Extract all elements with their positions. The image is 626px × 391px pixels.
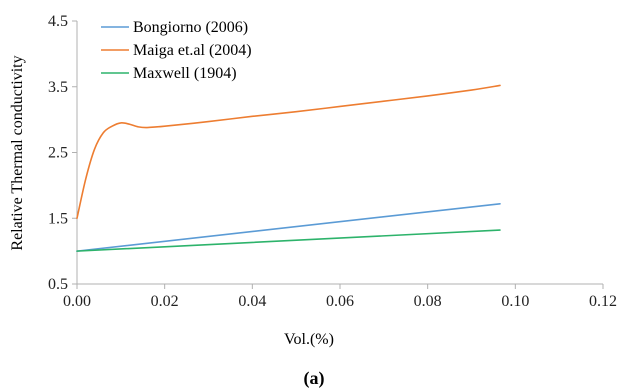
- x-tick-label: 0.02: [151, 293, 179, 310]
- y-tick-label: 3.5: [48, 79, 68, 96]
- x-tick-label: 0.10: [501, 293, 529, 310]
- x-tick-label: 0.12: [589, 293, 617, 310]
- x-tick-label: 0.06: [326, 293, 354, 310]
- y-tick-marks: [72, 20, 77, 285]
- figure-caption: (a): [304, 368, 325, 389]
- series-line-maxwell-1904: [76, 229, 501, 252]
- y-tick-label: 0.5: [48, 276, 68, 293]
- y-tick-label: 1.5: [48, 210, 68, 227]
- x-axis-title: Vol.(%): [284, 331, 334, 348]
- axes: [76, 21, 603, 285]
- legend-label-bongiorno-2006: Bongiorno (2006): [133, 19, 248, 36]
- y-tick-labels: 0.5 1.5 2.5 3.5 4.5: [48, 13, 68, 293]
- x-tick-label: 0.08: [414, 293, 442, 310]
- y-tick-label: 4.5: [48, 13, 68, 30]
- y-axis-title: Relative Thermal conductivity: [9, 55, 26, 250]
- series-line-maiga-et-al-2004: [76, 84, 501, 220]
- series-line-bongiorno-2006: [76, 202, 501, 252]
- legend-label-maxwell-1904: Maxwell (1904): [133, 65, 237, 82]
- series-lines: [76, 84, 501, 252]
- x-tick-marks: [76, 284, 604, 289]
- y-tick-label: 2.5: [48, 145, 68, 162]
- x-tick-label: 0.00: [63, 293, 91, 310]
- x-tick-labels: 0.00 0.02 0.04 0.06 0.08 0.10 0.12: [63, 293, 617, 310]
- legend-label-maiga-et-al-2004: Maiga et.al (2004): [133, 42, 252, 59]
- x-tick-label: 0.04: [238, 293, 266, 310]
- legend: Bongiorno (2006) Maiga et.al (2004) Maxwel…: [101, 19, 252, 82]
